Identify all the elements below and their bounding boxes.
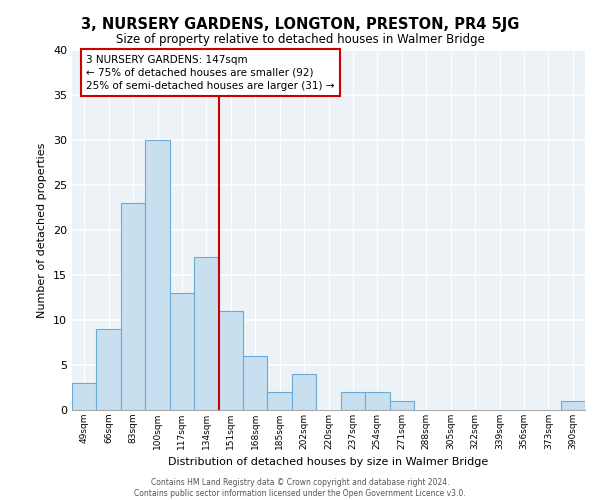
Bar [292, 374, 316, 410]
Bar [170, 293, 194, 410]
Bar [243, 356, 268, 410]
Y-axis label: Number of detached properties: Number of detached properties [37, 142, 47, 318]
Bar [218, 311, 243, 410]
Text: Size of property relative to detached houses in Walmer Bridge: Size of property relative to detached ho… [116, 32, 484, 46]
Bar [97, 329, 121, 410]
Bar [145, 140, 170, 410]
Bar [194, 257, 218, 410]
Text: Contains HM Land Registry data © Crown copyright and database right 2024.
Contai: Contains HM Land Registry data © Crown c… [134, 478, 466, 498]
Bar [121, 203, 145, 410]
Bar [341, 392, 365, 410]
Bar [72, 383, 97, 410]
Text: 3, NURSERY GARDENS, LONGTON, PRESTON, PR4 5JG: 3, NURSERY GARDENS, LONGTON, PRESTON, PR… [81, 18, 519, 32]
Bar [268, 392, 292, 410]
X-axis label: Distribution of detached houses by size in Walmer Bridge: Distribution of detached houses by size … [169, 458, 488, 468]
Bar [389, 401, 414, 410]
Bar [560, 401, 585, 410]
Bar [365, 392, 389, 410]
Text: 3 NURSERY GARDENS: 147sqm
← 75% of detached houses are smaller (92)
25% of semi-: 3 NURSERY GARDENS: 147sqm ← 75% of detac… [86, 54, 335, 91]
